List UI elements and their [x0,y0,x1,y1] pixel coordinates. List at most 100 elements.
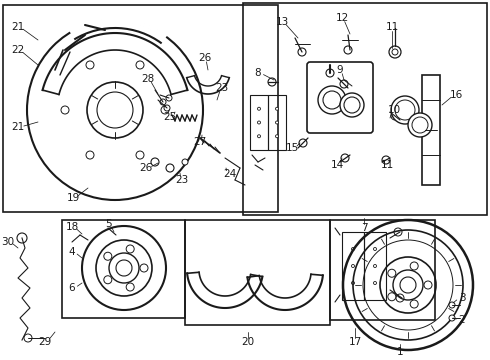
Circle shape [408,113,432,137]
Text: 8: 8 [255,68,261,78]
Circle shape [161,106,169,114]
Text: 9: 9 [337,65,343,75]
Circle shape [392,49,398,55]
Bar [3,5,278,212]
Circle shape [298,48,306,56]
Text: 26: 26 [198,53,212,63]
Circle shape [275,107,278,110]
Text: 5: 5 [105,219,111,229]
Text: 2: 2 [459,315,466,325]
Circle shape [351,265,354,267]
Bar [330,220,435,320]
Circle shape [61,106,69,114]
Circle shape [166,95,172,101]
Circle shape [182,159,188,165]
Circle shape [323,91,341,109]
Circle shape [86,151,94,159]
Circle shape [410,262,418,270]
Circle shape [258,107,261,110]
Circle shape [344,97,360,113]
FancyBboxPatch shape [307,62,373,133]
Text: 17: 17 [348,337,362,347]
Circle shape [340,80,348,88]
Circle shape [268,78,276,86]
Circle shape [449,302,455,308]
Bar [364,232,386,300]
Circle shape [299,139,307,147]
Circle shape [258,121,261,124]
Circle shape [373,282,376,284]
Text: 16: 16 [449,90,463,100]
Text: 30: 30 [1,237,15,247]
Circle shape [17,233,27,243]
Text: 3: 3 [459,293,466,303]
Circle shape [318,86,346,114]
Circle shape [164,105,170,111]
Circle shape [388,293,396,301]
Text: 1: 1 [397,347,403,357]
Circle shape [166,164,174,172]
Circle shape [410,300,418,308]
Bar [243,3,487,215]
Text: 11: 11 [380,160,393,170]
Text: 19: 19 [66,193,79,203]
Bar [268,95,286,150]
Text: 4: 4 [69,247,75,257]
Text: 23: 23 [216,83,229,93]
Circle shape [258,135,261,138]
Circle shape [395,100,415,120]
Circle shape [351,282,354,284]
Bar [185,220,330,325]
Text: 20: 20 [242,337,255,347]
Text: 23: 23 [175,175,189,185]
Circle shape [351,248,354,251]
Circle shape [341,154,349,162]
Circle shape [396,294,404,302]
Circle shape [373,248,376,251]
Circle shape [424,281,432,289]
Text: 27: 27 [194,137,207,147]
Circle shape [160,99,166,105]
Circle shape [340,93,364,117]
Text: 21: 21 [11,22,24,32]
Text: 13: 13 [275,17,289,27]
Text: 15: 15 [285,143,298,153]
Circle shape [275,121,278,124]
Text: 26: 26 [139,163,152,173]
Circle shape [373,265,376,267]
Circle shape [126,283,134,291]
Circle shape [151,158,159,166]
Text: 10: 10 [388,105,400,115]
Text: 24: 24 [223,169,237,179]
Circle shape [394,228,402,236]
Circle shape [449,315,455,321]
Text: 22: 22 [11,45,24,55]
Circle shape [412,117,428,133]
Text: 14: 14 [330,160,343,170]
Text: 21: 21 [11,122,24,132]
Text: 12: 12 [335,13,348,23]
Circle shape [104,252,112,260]
Text: 11: 11 [385,22,399,32]
Circle shape [389,46,401,58]
Circle shape [140,264,148,272]
Circle shape [86,61,94,69]
Circle shape [344,46,352,54]
Circle shape [382,156,390,164]
Circle shape [388,269,396,277]
Circle shape [391,112,399,120]
Circle shape [136,151,144,159]
Bar [250,95,268,150]
Text: 28: 28 [142,74,155,84]
Bar [422,75,440,185]
Text: 6: 6 [69,283,75,293]
Text: 29: 29 [38,337,51,347]
Text: 7: 7 [361,223,368,233]
Circle shape [326,69,334,77]
Text: 18: 18 [65,222,78,232]
Circle shape [275,135,278,138]
Circle shape [126,245,134,253]
Circle shape [24,334,32,342]
Text: 25: 25 [163,112,176,122]
Circle shape [104,276,112,284]
